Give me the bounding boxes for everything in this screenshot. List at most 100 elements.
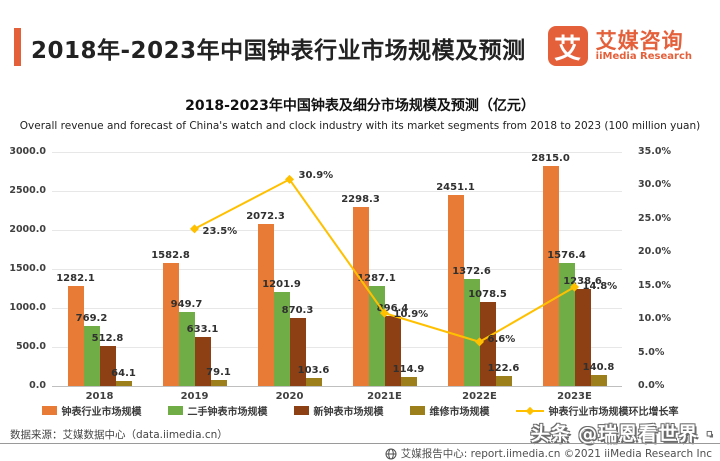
bar-value-label: 64.1 <box>111 368 136 379</box>
chart-legend: 钟表行业市场规模 二手钟表市场规模 新钟表市场规模 维修市场规模 钟表行业市场规模环比增… <box>0 403 720 418</box>
right-axis-tick: 0.0% <box>638 380 665 391</box>
line-value-label: 23.5% <box>202 225 238 237</box>
legend-swatch <box>167 406 183 415</box>
bar <box>384 316 401 386</box>
bar <box>162 262 179 386</box>
legend-item: 维修市场规模 <box>409 403 490 418</box>
bar <box>273 292 290 386</box>
bar <box>257 224 274 386</box>
bar <box>542 166 559 386</box>
bar-value-label: 1282.1 <box>56 272 95 284</box>
footer-text: 艾媒报告中心: report.iimedia.cn ©2021 iiMedia … <box>400 448 712 460</box>
bar-value-label: 949.7 <box>170 298 203 310</box>
iimedia-logo-icon: 艾 <box>547 26 588 66</box>
bar-value-label: 1576.4 <box>547 250 586 262</box>
right-axis-tick: 30.0% <box>638 179 671 191</box>
bar <box>99 346 116 386</box>
right-axis-tick: 25.0% <box>638 212 671 224</box>
grid-line <box>52 191 622 192</box>
x-axis-label: 2023E <box>557 391 592 402</box>
legend-label: 维修市场规模 <box>429 407 490 418</box>
bar-value-label: 103.6 <box>297 364 330 376</box>
bar <box>463 278 480 386</box>
bar <box>83 326 100 386</box>
right-axis-tick: 5.0% <box>638 346 665 358</box>
legend-label: 钟表行业市场规模环比增长率 <box>548 407 679 418</box>
x-axis-label: 2019 <box>180 391 209 402</box>
bar <box>289 318 306 386</box>
bar <box>194 336 211 386</box>
grid-line <box>52 269 622 270</box>
legend-swatch <box>41 406 57 415</box>
bar <box>590 375 607 386</box>
right-axis-tick: 15.0% <box>638 279 671 291</box>
bar-value-label: 79.1 <box>206 366 231 378</box>
bar-value-label: 1582.8 <box>151 249 190 261</box>
legend-item: 钟表行业市场规模环比增长率 <box>515 403 679 418</box>
legend-label: 二手钟表市场规模 <box>187 407 268 418</box>
line-value-label: 30.9% <box>298 170 334 182</box>
grid-line <box>52 308 622 309</box>
bar-value-label: 2451.1 <box>436 181 475 193</box>
bar-value-label: 1287.1 <box>357 272 396 284</box>
bar <box>479 301 496 386</box>
left-axis-tick: 2000.0 <box>9 224 46 235</box>
legend-item: 二手钟表市场规模 <box>167 403 268 418</box>
bar-value-label: 769.2 <box>75 313 108 324</box>
line-value-label: 10.9% <box>393 309 429 321</box>
right-axis-tick: 20.0% <box>638 246 671 258</box>
legend-label: 钟表行业市场规模 <box>61 407 142 418</box>
bar-value-label: 2298.3 <box>341 193 380 205</box>
bar-value-label: 1201.9 <box>262 279 301 291</box>
legend-swatch <box>409 406 425 415</box>
title-accent-bar <box>14 28 21 66</box>
bar-value-label: 896.4 <box>376 303 409 315</box>
footer-divider <box>0 443 720 444</box>
grid-line <box>52 230 622 231</box>
toutiao-watermark: 头条 @瑞恩看世界 · <box>530 423 714 445</box>
bar-value-label: 2815.0 <box>531 153 570 165</box>
bar-value-label: 870.3 <box>281 305 314 317</box>
bar <box>447 194 464 386</box>
left-axis-tick: 1000.0 <box>9 302 46 313</box>
logo-name-cn: 艾媒咨询 <box>595 28 684 53</box>
bar-value-label: 512.8 <box>91 333 124 344</box>
legend-item: 新钟表市场规模 <box>293 403 384 418</box>
left-axis-tick: 3000.0 <box>9 146 46 157</box>
bar <box>352 206 369 386</box>
bar <box>400 377 417 386</box>
bar-value-label: 122.6 <box>487 363 520 375</box>
bar-value-label: 633.1 <box>186 323 219 335</box>
line-marker <box>569 282 580 292</box>
line-marker <box>474 337 485 347</box>
report-footer: 艾媒报告中心: report.iimedia.cn ©2021 iiMedia … <box>385 446 712 461</box>
left-axis-tick: 2500.0 <box>9 185 46 196</box>
logo-name-en: iiMedia Research <box>595 50 692 62</box>
right-axis-tick: 10.0% <box>638 313 671 325</box>
left-axis-tick: 500.0 <box>15 341 46 352</box>
chart-title: 2018-2023年中国钟表及细分市场规模及预测（亿元） <box>185 98 535 114</box>
x-axis-label: 2020 <box>275 391 304 402</box>
x-axis-label: 2022E <box>462 391 497 402</box>
legend-label: 新钟表市场规模 <box>313 407 384 418</box>
bar <box>368 285 385 386</box>
page-title: 2018年-2023年中国钟表行业市场规模及预测 <box>31 38 526 64</box>
bar <box>210 379 227 386</box>
bar <box>67 285 84 386</box>
grid-line <box>52 152 622 153</box>
bar-value-label: 1372.6 <box>452 265 491 277</box>
globe-icon <box>385 448 397 459</box>
bar-value-label: 140.8 <box>582 362 615 374</box>
grid-line <box>52 386 622 387</box>
bar-value-label: 1238.6 <box>563 276 602 288</box>
grid-line <box>52 347 622 348</box>
bar-value-label: 1078.5 <box>468 288 507 300</box>
bar-value-label: 2072.3 <box>246 211 285 223</box>
right-axis-tick: 35.0% <box>638 146 671 157</box>
legend-item: 钟表行业市场规模 <box>41 403 142 418</box>
legend-swatch <box>293 406 309 415</box>
bar <box>495 376 512 386</box>
bar <box>574 289 591 386</box>
